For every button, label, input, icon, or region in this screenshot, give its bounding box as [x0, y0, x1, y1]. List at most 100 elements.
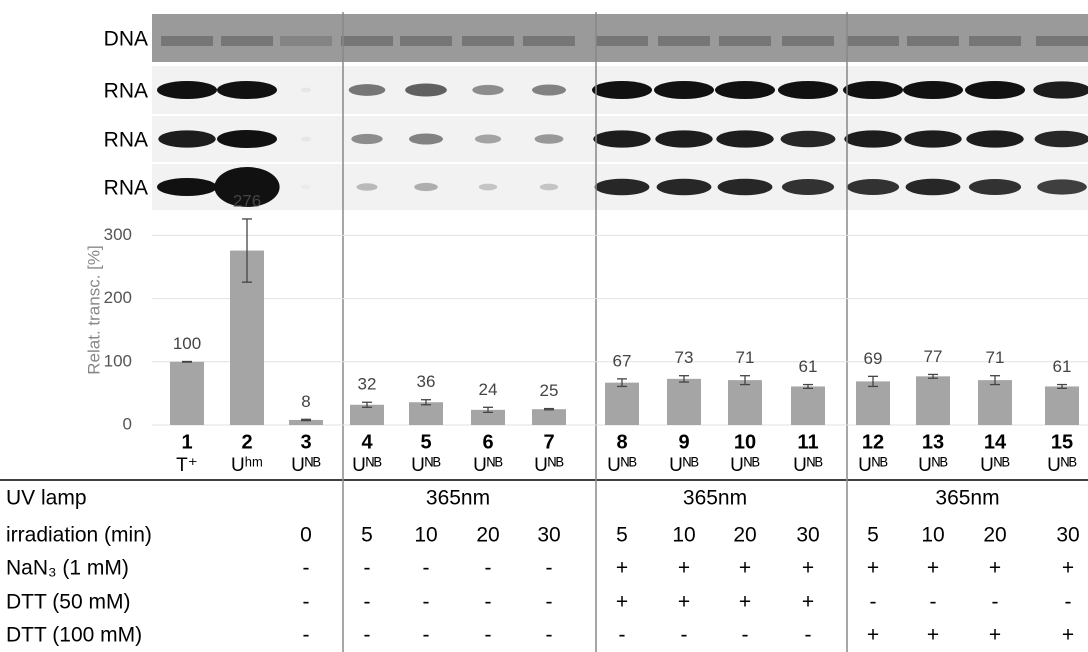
cell: +: [867, 624, 879, 647]
dna-band: [221, 36, 273, 46]
value-label: 69: [864, 349, 883, 368]
value-label: 71: [986, 348, 1005, 367]
figure: DNARNARNARNA 0100200300Relat. transc. [%…: [0, 0, 1088, 652]
cell: 10: [414, 524, 437, 547]
rna-band: [157, 81, 217, 99]
rna-band: [966, 130, 1023, 147]
gel-row-label: RNA: [104, 177, 148, 200]
rna-band: [716, 130, 773, 147]
value-label: 276: [233, 191, 261, 210]
y-axis-label: Relat. transc. [%]: [84, 245, 103, 374]
rna-band: [301, 185, 311, 189]
rna-band: [472, 85, 503, 95]
rna-band: [475, 135, 501, 144]
bar: [791, 386, 825, 425]
lane-number: 5: [420, 431, 431, 453]
cell: +: [927, 557, 939, 580]
row-label: irradiation (min): [6, 524, 152, 547]
row-label: NaN₃ (1 mM): [6, 557, 129, 580]
rna-band: [592, 81, 652, 99]
cell: 5: [616, 524, 628, 547]
dna-band: [462, 36, 514, 46]
value-label: 71: [736, 348, 755, 367]
dna-band: [341, 36, 393, 46]
bar: [667, 379, 701, 425]
cell: 0: [300, 524, 312, 547]
dna-band: [847, 36, 899, 46]
lane-number: 11: [797, 431, 818, 453]
cell: +: [678, 557, 690, 580]
value-label: 36: [417, 372, 436, 391]
rna-band: [405, 83, 447, 96]
rna-band: [217, 81, 277, 99]
rna-band: [593, 130, 650, 147]
row-label: DTT (100 mM): [6, 624, 142, 647]
cell: +: [616, 557, 628, 580]
rna-band: [718, 179, 773, 196]
cell: +: [616, 591, 628, 614]
lane-number: 2: [241, 431, 252, 453]
rna-band: [157, 178, 217, 196]
dna-band: [400, 36, 452, 46]
bar: [532, 409, 566, 425]
uv-group: 365nm: [683, 487, 747, 510]
cell: -: [742, 624, 749, 647]
cell: 5: [361, 524, 373, 547]
cell: -: [930, 591, 937, 614]
cell: 20: [476, 524, 499, 547]
rna-band: [847, 179, 899, 195]
lane-sublabel: Uᴺᴮ: [980, 455, 1010, 476]
lane-sublabel: Uᴺᴮ: [858, 455, 888, 476]
lane-sublabel: Uᴺᴮ: [607, 455, 637, 476]
value-label: 24: [479, 380, 498, 399]
lane-sublabel: Uᴺᴮ: [918, 455, 948, 476]
cell: +: [867, 557, 879, 580]
lane-number: 13: [922, 431, 944, 453]
uv-group: 365nm: [426, 487, 490, 510]
value-label: 67: [613, 351, 632, 370]
cell: +: [989, 557, 1001, 580]
cell: +: [739, 557, 751, 580]
lane-sublabel: Uᴺᴮ: [534, 455, 564, 476]
lane-sublabel: Uᴺᴮ: [291, 455, 321, 476]
dna-band: [907, 36, 959, 46]
y-tick-label: 300: [104, 225, 132, 244]
value-label: 73: [675, 348, 694, 367]
rna-band: [1037, 179, 1087, 194]
lane-number: 7: [543, 431, 554, 453]
dna-band: [782, 36, 834, 46]
cell: -: [870, 591, 877, 614]
lane-sublabel: Uᴺᴮ: [793, 455, 823, 476]
cell: 10: [672, 524, 695, 547]
cell: -: [992, 591, 999, 614]
cell: -: [423, 557, 430, 580]
cell: -: [485, 591, 492, 614]
cell: +: [989, 624, 1001, 647]
rna-band: [844, 130, 901, 147]
dna-band: [280, 36, 332, 46]
lane-number: 4: [361, 431, 373, 453]
cell: 20: [733, 524, 756, 547]
cell: 30: [537, 524, 560, 547]
cell: -: [485, 624, 492, 647]
cell: -: [1065, 591, 1072, 614]
cell: -: [546, 591, 553, 614]
row-label: DTT (50 mM): [6, 591, 130, 614]
rna-band: [540, 184, 558, 191]
rna-band: [903, 81, 963, 99]
row-label: UV lamp: [6, 487, 87, 510]
rna-band: [217, 130, 277, 148]
lane-sublabel: Uᴺᴮ: [411, 455, 441, 476]
bar: [409, 402, 443, 425]
cell: -: [364, 624, 371, 647]
cell: -: [619, 624, 626, 647]
rna-band: [409, 134, 443, 145]
bar: [916, 376, 950, 425]
cell: +: [678, 591, 690, 614]
rna-band: [782, 179, 834, 195]
rna-band: [843, 81, 903, 99]
lane-number: 14: [984, 431, 1007, 453]
cell: +: [802, 591, 814, 614]
dna-band: [719, 36, 771, 46]
cell: -: [364, 557, 371, 580]
